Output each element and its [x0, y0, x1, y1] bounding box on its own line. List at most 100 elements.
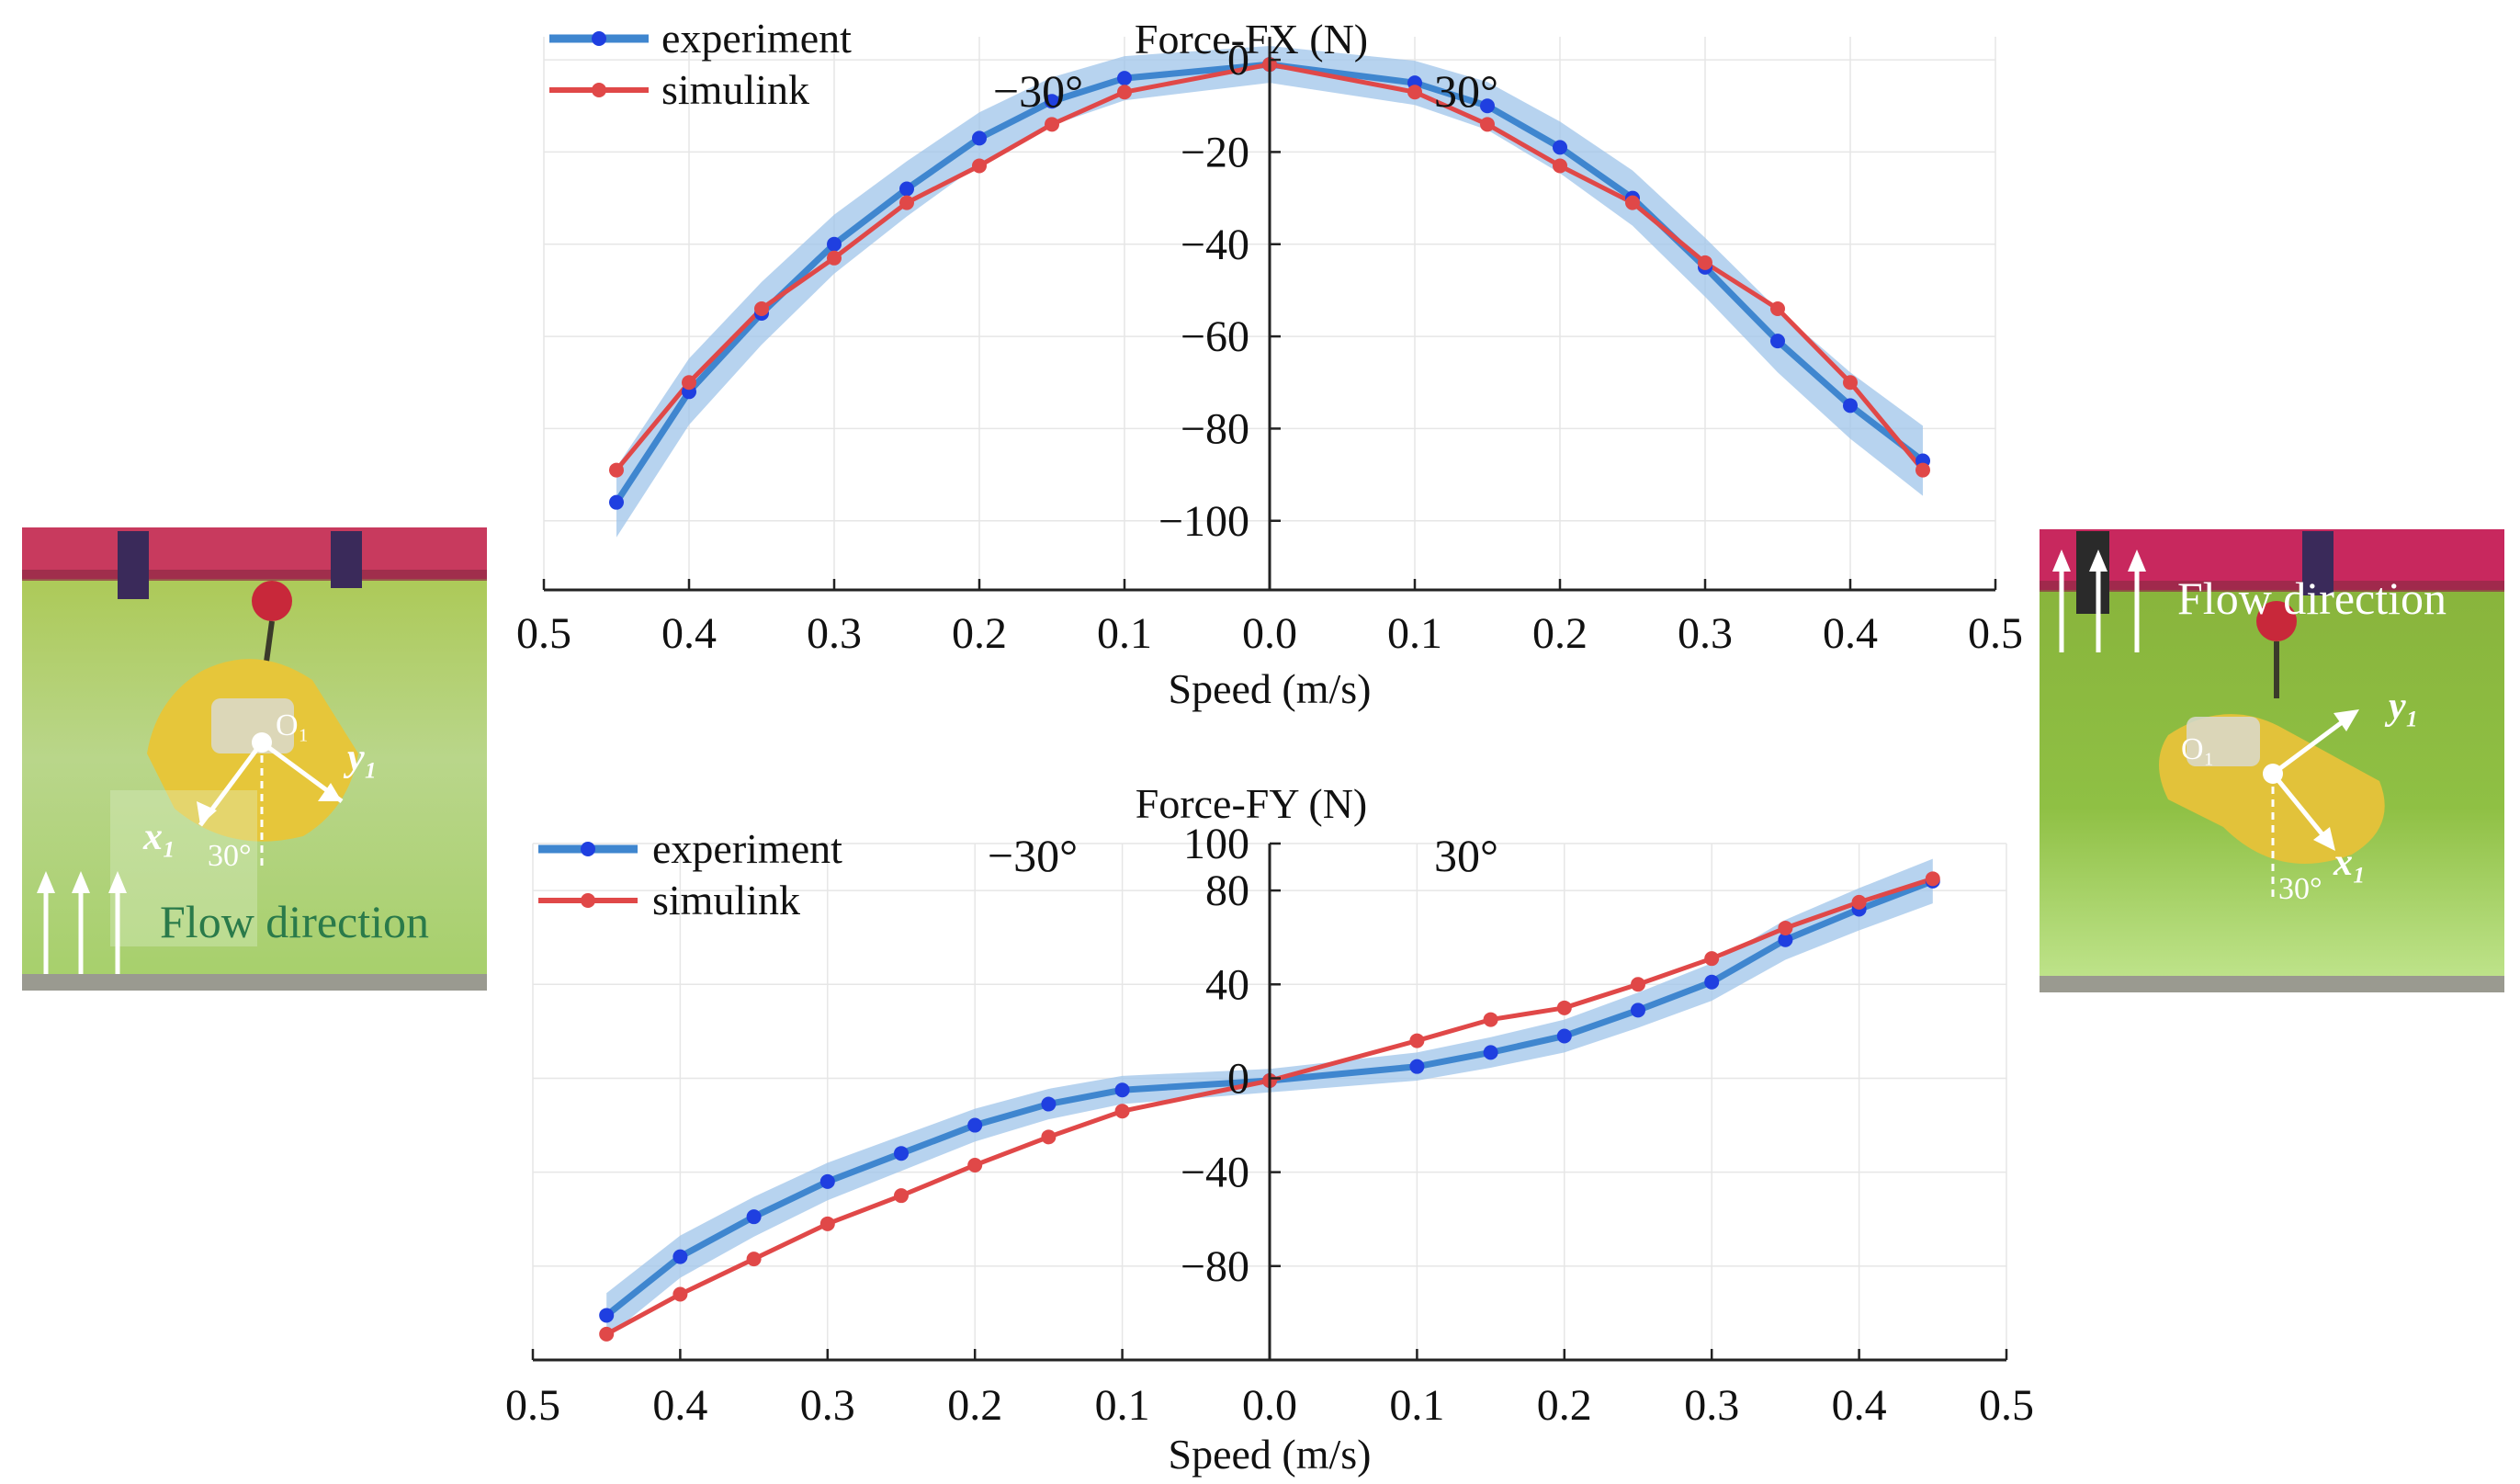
fx-y-tick-label: −60: [1181, 312, 1249, 361]
fx-simulink-point: [1843, 375, 1858, 391]
fx-x-axis-label: Speed (m/s): [1168, 665, 1371, 712]
fy-simulink-point: [1556, 1000, 1572, 1015]
left-flow-direction-label: Flow direction: [160, 896, 429, 947]
right-angle-label: 30°: [2278, 872, 2322, 906]
fx-simulink-point: [1407, 85, 1422, 100]
fx-y-tick-label: −100: [1158, 497, 1249, 546]
fx-simulink-point: [1625, 195, 1640, 210]
left-origin-label: O₁: [276, 708, 309, 742]
fy-experiment-point: [1483, 1045, 1498, 1060]
fy-x-tick-label: 0.1: [1095, 1381, 1150, 1430]
fx-simulink-point: [1553, 158, 1567, 174]
fy-simulink-point: [1925, 871, 1940, 887]
right-flow-direction-label: Flow direction: [2177, 572, 2447, 624]
fx-simulink-point: [1480, 117, 1495, 132]
fx-legend-simulink-label: simulink: [661, 66, 809, 113]
fx-experiment-point: [1117, 71, 1132, 86]
fx-experiment-point: [1843, 398, 1858, 413]
fy-experiment-point: [1556, 1028, 1572, 1044]
fx-simulink-point: [609, 462, 624, 478]
fy-right-angle-annotation: 30°: [1434, 830, 1498, 881]
fy-x-tick-label: 0.5: [505, 1381, 560, 1430]
fy-simulink-point: [1704, 951, 1720, 967]
fy-simulink-point: [819, 1216, 835, 1231]
fx-experiment-point: [1770, 334, 1785, 349]
fy-series-points: [599, 871, 1940, 1342]
fx-y-tick-label: 0: [1227, 36, 1249, 85]
fy-x-tick-label: 0.5: [1979, 1381, 2034, 1430]
fy-simulink-point: [1631, 977, 1645, 992]
fx-legend-experiment-marker: [592, 31, 606, 46]
fx-legend-experiment-label: experiment: [661, 15, 852, 62]
fy-simulink-point: [1778, 920, 1793, 935]
fy-simulink-point: [967, 1157, 983, 1172]
fx-x-tick-label: 0.1: [1387, 609, 1442, 658]
fx-x-tick-label: 0.5: [516, 609, 571, 658]
fy-simulink-point: [672, 1286, 688, 1302]
fy-title: Force-FY (N): [1136, 780, 1368, 827]
fy-y-tick-label: −80: [1181, 1242, 1249, 1291]
fy-experiment-point: [1704, 974, 1720, 990]
fy-y-tick-label: −40: [1181, 1149, 1249, 1197]
fy-experiment-point: [1778, 932, 1793, 947]
fx-x-tick-label: 0.3: [1678, 609, 1733, 658]
right-y-axis-label: y₁: [2384, 685, 2419, 728]
fx-x-tick-label: 0.0: [1242, 609, 1297, 658]
fx-simulink-point: [827, 250, 842, 266]
left-experiment-photo: O₁ y₁ x₁ 30° Flow direction: [22, 527, 487, 991]
fy-x-ticks: 0.5 0.4 0.3 0.2 0.1 0.0 0.1 0.2 0.3 0.4 0.5: [505, 1349, 2034, 1430]
fx-title: Force-FX (N): [1135, 16, 1368, 62]
fx-simulink-point: [1915, 462, 1930, 478]
fy-x-axis-label: Speed (m/s): [1168, 1431, 1371, 1478]
fy-x-tick-label: 0.0: [1242, 1381, 1297, 1430]
fy-x-tick-label: 0.2: [1537, 1381, 1592, 1430]
fx-simulink-point: [1117, 85, 1132, 100]
fx-x-tick-label: 0.4: [661, 609, 717, 658]
fx-experiment-point: [609, 494, 624, 510]
fx-y-tick-label: −40: [1181, 221, 1249, 269]
fx-simulink-point: [754, 300, 769, 316]
fx-legend: experiment simulink: [549, 15, 852, 113]
right-experiment-photo: Flow direction O₁ y₁ x₁ 30°: [2040, 529, 2504, 992]
fx-simulink-point: [682, 375, 696, 391]
fx-y-tick-label: −20: [1181, 128, 1249, 176]
fy-simulink-point: [1409, 1033, 1425, 1048]
fy-x-tick-label: 0.3: [1684, 1381, 1739, 1430]
fx-simulink-point: [899, 195, 914, 210]
fy-legend-simulink-marker: [581, 893, 595, 908]
fy-experiment-point: [894, 1146, 909, 1161]
fx-legend-simulink-marker: [592, 83, 606, 97]
fx-y-tick-label: −80: [1181, 404, 1249, 453]
right-x-axis-label: x₁: [2333, 842, 2367, 884]
fx-experiment-point: [899, 181, 914, 197]
fy-simulink-point: [599, 1326, 615, 1342]
fx-simulink-point: [1698, 255, 1712, 270]
fy-experiment-point: [1041, 1096, 1057, 1112]
fy-simulink-point: [746, 1252, 762, 1267]
fy-experiment-point: [967, 1117, 983, 1133]
fy-experiment-point: [1114, 1082, 1130, 1098]
fy-x-tick-label: 0.1: [1389, 1381, 1444, 1430]
fx-experiment-point: [972, 130, 987, 146]
fy-legend-experiment-label: experiment: [652, 825, 842, 872]
fy-experiment-point: [599, 1308, 615, 1323]
fy-experiment-point: [819, 1173, 835, 1189]
force-fx-chart: 0.5 0.4 0.3 0.2 0.1 0.0 0.1 0.2 0.3 0.4 0.5 0 −20 −4…: [516, 15, 2023, 712]
fx-y-ticks: 0 −20 −40 −60 −80 −100: [1158, 36, 1281, 546]
fx-experiment-point: [827, 236, 842, 252]
fy-x-tick-label: 0.4: [1832, 1381, 1887, 1430]
fy-x-tick-label: 0.3: [800, 1381, 855, 1430]
fy-legend-simulink-label: simulink: [652, 877, 800, 923]
fx-simulink-point: [972, 158, 987, 174]
fx-right-angle-annotation: 30°: [1434, 65, 1498, 117]
fy-y-tick-label: 80: [1205, 867, 1249, 915]
fy-simulink-point: [1041, 1129, 1057, 1145]
fy-simulink-point: [1851, 894, 1867, 910]
fx-experiment-point: [1553, 140, 1567, 155]
fy-experiment-point: [672, 1249, 688, 1264]
fx-x-tick-label: 0.5: [1968, 609, 2023, 658]
fx-simulink-point: [1045, 117, 1059, 132]
